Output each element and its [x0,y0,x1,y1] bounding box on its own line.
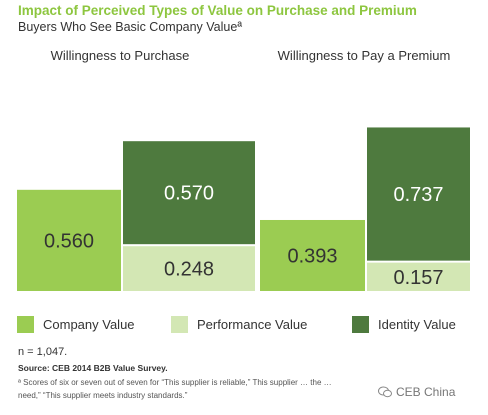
footnote-note-line2: need,” “This supplier meets industry sta… [18,391,188,400]
chart-title: Impact of Perceived Types of Value on Pu… [18,3,417,18]
legend-swatch-company-value [17,316,34,333]
bar-performance-value-panel-1 [123,246,255,291]
legend-label-performance-value: Performance Value [197,317,308,332]
legend-swatch-identity-value [352,316,369,333]
footnote-source: Source: CEB 2014 B2B Value Survey. [18,363,168,373]
legend-label-company-value: Company Value [43,317,135,332]
bar-identity-value-panel-1 [123,141,255,245]
panel-title-2: Willingness to Pay a Premium [278,48,451,63]
data-label-company-value-panel-1: 0.560 [44,230,94,252]
watermark-text: CEB China [396,385,456,399]
data-label-identity-value-panel-1: 0.570 [164,183,214,205]
bar-company-value-panel-2 [260,219,365,291]
data-label-company-value-panel-2: 0.393 [287,245,337,267]
legend-label-identity-value: Identity Value [378,317,456,332]
panel-title-1: Willingness to Purchase [51,48,190,63]
data-label-identity-value-panel-2: 0.737 [393,184,443,206]
legend-swatch-performance-value [171,316,188,333]
chart-canvas: Willingness to Purchase 0.560 0.248 0.570 Wi… [17,48,470,291]
watermark: CEB China [378,385,455,399]
data-label-performance-value-panel-1: 0.248 [164,259,214,281]
wechat-icon [378,386,392,398]
bar-company-value-panel-1 [17,189,121,291]
chart-subtitle: Buyers Who See Basic Company Valueª [18,20,242,34]
footnote-sample-size: n = 1,047. [18,346,68,358]
bar-identity-value-panel-2 [367,127,470,261]
data-label-performance-value-panel-2: 0.157 [393,267,443,289]
bar-performance-value-panel-2 [367,262,470,291]
footnote-note-line1: ª Scores of six or seven out of seven fo… [18,378,332,387]
